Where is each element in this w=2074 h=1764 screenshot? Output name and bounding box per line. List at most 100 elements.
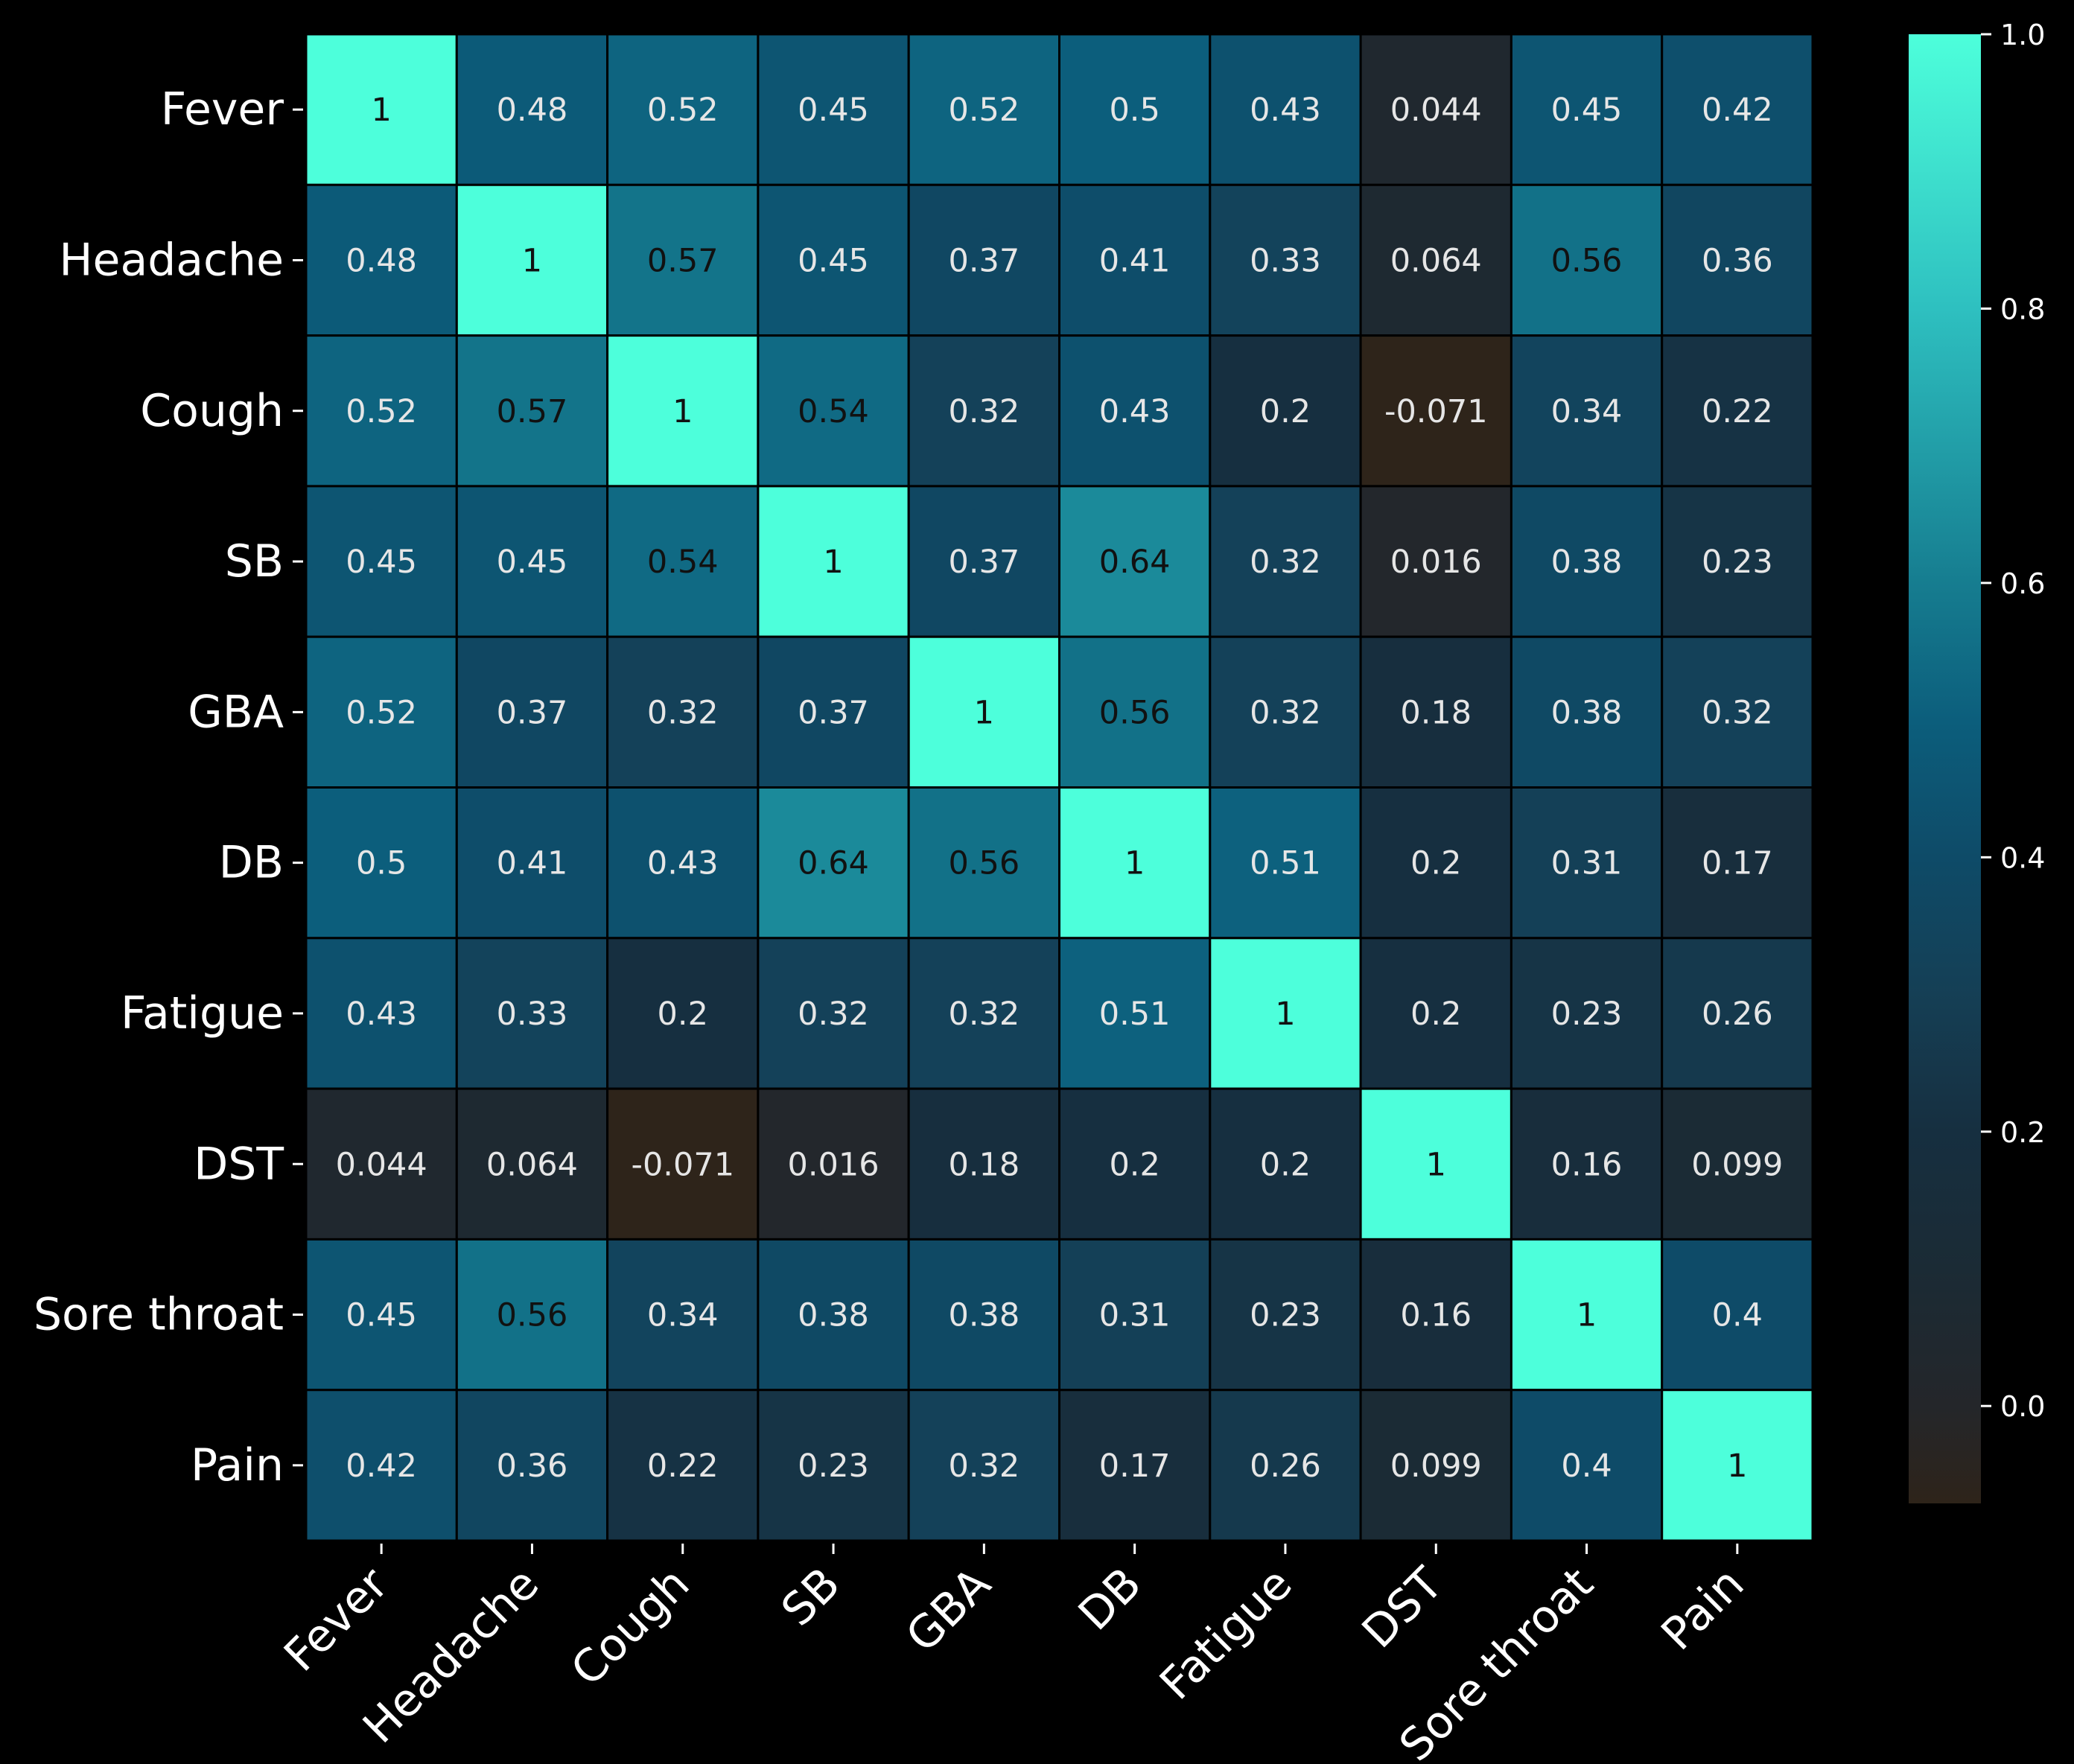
- y-tick-label: DB: [219, 837, 284, 889]
- cell-value-label: 0.2: [1260, 1146, 1311, 1183]
- heatmap-cell: [907, 1389, 1060, 1542]
- heatmap-cell: [1058, 635, 1212, 789]
- heatmap-cell: [606, 33, 760, 186]
- cell-value-label: 0.57: [497, 393, 568, 430]
- heatmap-cell: [1359, 334, 1512, 488]
- cell-value-label: 0.52: [346, 694, 417, 731]
- heatmap-cell: [1209, 1389, 1362, 1542]
- cell-value-label: 0.32: [948, 996, 1019, 1033]
- heatmap-cell: [1359, 937, 1512, 1090]
- cell-value-label: 0.45: [497, 544, 568, 581]
- heatmap-cell: [305, 1238, 458, 1392]
- heatmap-cell: [1209, 937, 1362, 1090]
- cell-value-label: 0.23: [1250, 1297, 1321, 1334]
- heatmap-cell: [1510, 334, 1664, 488]
- heatmap-cell: [1510, 1238, 1664, 1392]
- colorbar: 0.0 0.2 0.4 0.6 0.8 1.0: [1909, 19, 2045, 1503]
- colorbar-tick-label: 0.2: [2000, 1116, 2045, 1149]
- heatmap-cell: [1661, 183, 1814, 337]
- cell-value-label: 0.099: [1691, 1146, 1783, 1183]
- cell-value-label: 1: [1125, 845, 1145, 882]
- y-tick-label: DST: [194, 1138, 284, 1190]
- cell-value-label: 0.016: [787, 1146, 879, 1183]
- heatmap-cell: [1058, 183, 1212, 337]
- y-tick-label: Fatigue: [121, 987, 284, 1039]
- heatmap-cell: [606, 635, 760, 789]
- x-tick-label: Cough: [562, 1558, 700, 1696]
- cell-value-label: 1: [1577, 1297, 1597, 1334]
- cell-value-label: 0.52: [647, 92, 719, 129]
- cell-value-label: 0.064: [486, 1146, 578, 1183]
- cell-value-label: 0.52: [346, 393, 417, 430]
- heatmap-cell: [606, 786, 760, 940]
- cell-value-label: 0.43: [647, 845, 719, 882]
- cell-value-label: 0.16: [1400, 1297, 1472, 1334]
- heatmap-cell: [1209, 1087, 1362, 1241]
- heatmap-cell: [1359, 635, 1512, 789]
- cell-value-label: 0.56: [497, 1297, 568, 1334]
- cell-value-label: 1: [1275, 996, 1295, 1033]
- heatmap-cell: [1359, 1238, 1512, 1392]
- y-axis-tick-labels: Fever Headache Cough SB GBA DB Fatigue DST Sore …: [34, 83, 303, 1491]
- heatmap-cell: [757, 937, 910, 1090]
- cell-value-label: 0.16: [1551, 1146, 1623, 1183]
- cell-value-label: 0.099: [1390, 1448, 1482, 1485]
- y-tick-label: Sore throat: [34, 1289, 284, 1341]
- heatmap-cell: [1209, 485, 1362, 638]
- cell-value-label: 0.26: [1250, 1448, 1321, 1485]
- heatmap-cell: [1058, 33, 1212, 186]
- cell-value-label: 0.54: [798, 393, 869, 430]
- cell-value-label: 0.37: [948, 544, 1019, 581]
- heatmap-cell: [1510, 786, 1664, 940]
- cell-value-label: 0.32: [647, 694, 719, 731]
- heatmap-cell: [1510, 1087, 1664, 1241]
- heatmap-cell: [1661, 937, 1814, 1090]
- cell-value-label: 0.34: [1551, 393, 1623, 430]
- y-tick-label: Fever: [161, 83, 284, 136]
- cell-value-label: 1: [823, 544, 843, 581]
- heatmap-cell: [1209, 183, 1362, 337]
- cell-value-label: 0.2: [1260, 393, 1311, 430]
- cell-value-label: 0.36: [497, 1448, 568, 1485]
- cell-value-label: 0.56: [1551, 242, 1623, 279]
- heatmap-cell: [305, 485, 458, 638]
- heatmap-cell: [1661, 635, 1814, 789]
- colorbar-gradient: [1909, 34, 1981, 1503]
- heatmap-cell: [1661, 33, 1814, 186]
- heatmap-cell: [305, 1389, 458, 1542]
- cell-value-label: 0.38: [798, 1297, 869, 1334]
- colorbar-tick-label: 1.0: [2000, 19, 2045, 51]
- cell-value-label: 0.45: [798, 92, 869, 129]
- cell-value-label: 0.2: [1410, 996, 1461, 1033]
- cell-value-label: 0.56: [948, 845, 1019, 882]
- x-tick-label: Fever: [274, 1558, 398, 1682]
- cell-value-label: 0.32: [1250, 544, 1321, 581]
- heatmap-cell: [455, 334, 609, 488]
- cell-value-label: 0.42: [346, 1448, 417, 1485]
- cell-value-label: 0.48: [497, 92, 568, 129]
- cell-value-label: 0.51: [1099, 996, 1171, 1033]
- heatmap-cell: [1209, 1238, 1362, 1392]
- heatmap-cell: [1359, 183, 1512, 337]
- heatmap-cell: [1661, 485, 1814, 638]
- heatmap-cell: [1510, 937, 1664, 1090]
- cell-value-label: 0.43: [1099, 393, 1171, 430]
- cell-value-label: 0.26: [1702, 996, 1773, 1033]
- heatmap-cell: [455, 33, 609, 186]
- heatmap-cell: [606, 1389, 760, 1542]
- cell-value-label: 0.17: [1702, 845, 1773, 882]
- heatmap-cell: [1058, 786, 1212, 940]
- cell-value-label: 0.38: [1551, 544, 1623, 581]
- cell-value-label: 0.64: [798, 845, 869, 882]
- cell-value-label: 1: [1426, 1146, 1446, 1183]
- cell-value-label: 0.064: [1390, 242, 1482, 279]
- colorbar-tick-label: 0.6: [2000, 567, 2045, 600]
- heatmap-cell: [1359, 33, 1512, 186]
- cell-value-label: 0.38: [1551, 694, 1623, 731]
- heatmap-cell: [606, 1238, 760, 1392]
- cell-value-label: 0.31: [1099, 1297, 1171, 1334]
- colorbar-tick-label: 0.0: [2000, 1390, 2045, 1423]
- heatmap-cell: [455, 1238, 609, 1392]
- heatmap-cell: [757, 1389, 910, 1542]
